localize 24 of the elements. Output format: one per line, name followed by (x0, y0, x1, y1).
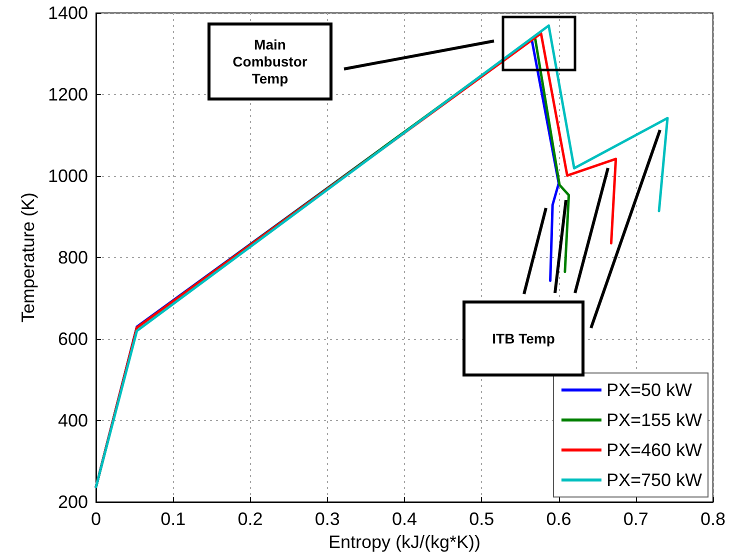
annotation: Main Combustor Temp (232, 36, 308, 86)
legend-label: PX=50 kW (606, 380, 692, 400)
y-axis-title: Temperature (K) (18, 192, 38, 323)
annotation: ITB Temp (492, 330, 555, 346)
x-axis-title: Entropy (kJ/(kg*K)) (328, 532, 481, 552)
x-tick-label: 0.7 (623, 509, 648, 529)
y-tick-label: 400 (58, 410, 88, 430)
y-tick-label: 600 (58, 329, 88, 349)
legend-label: PX=750 kW (606, 470, 702, 490)
x-tick-label: 0.5 (469, 509, 494, 529)
legend-label: PX=460 kW (606, 440, 702, 460)
y-tick-label: 1400 (48, 3, 88, 23)
y-tick-label: 200 (58, 492, 88, 512)
x-tick-label: 0.2 (238, 509, 263, 529)
x-tick-label: 0.8 (700, 509, 726, 529)
legend-label: PX=155 kW (606, 410, 702, 430)
x-tick-label: 0.4 (392, 509, 418, 529)
y-tick-label: 800 (58, 248, 88, 268)
x-tick-label: 0.1 (160, 509, 186, 529)
y-tick-label: 1000 (48, 166, 88, 186)
x-tick-label: 0.6 (546, 509, 572, 529)
y-tick-label: 1200 (48, 84, 88, 104)
x-tick-label: 0.3 (314, 509, 340, 529)
x-tick-label: 0 (90, 509, 102, 529)
